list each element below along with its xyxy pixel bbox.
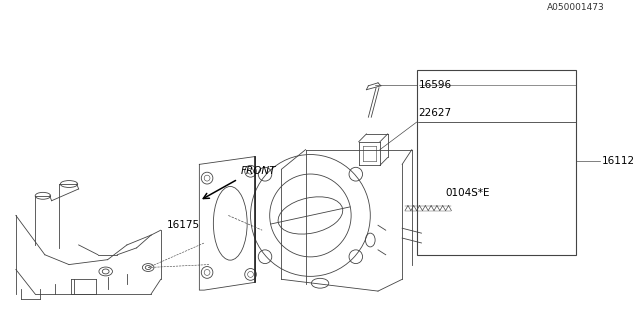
Text: 16175: 16175 [167,220,200,230]
Text: 16112: 16112 [602,156,635,166]
Text: A050001473: A050001473 [547,3,605,12]
Text: 0104S*E: 0104S*E [445,188,490,198]
Text: FRONT: FRONT [241,166,276,176]
Text: 22627: 22627 [419,108,452,118]
Bar [417,70,576,255]
Text: 16596: 16596 [419,80,452,90]
